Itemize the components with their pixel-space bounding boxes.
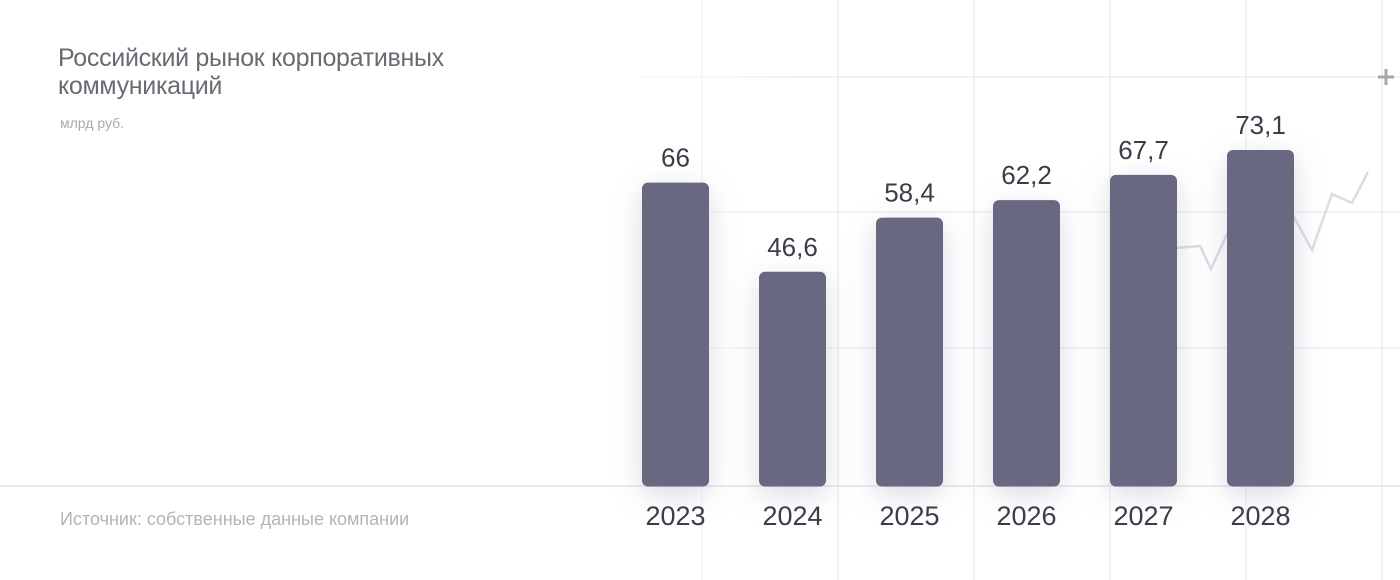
plus-icon — [1378, 69, 1394, 85]
x-tick-label-2025: 2025 — [879, 501, 939, 531]
value-label-2025: 58,4 — [884, 178, 935, 208]
chart-title: Российский рынок корпоративных коммуника… — [58, 44, 444, 100]
x-tick-label-2026: 2026 — [996, 501, 1056, 531]
bars: 66 2023 46,6 2024 58,4 2025 62,2 2026 67,7 2027 73… — [642, 110, 1294, 531]
bar-2023 — [642, 182, 709, 487]
bar-2026 — [993, 200, 1060, 487]
bar-2027 — [1110, 174, 1177, 487]
value-label-2026: 62,2 — [1001, 160, 1052, 190]
x-tick-label-2028: 2028 — [1230, 501, 1290, 531]
bar-2028 — [1227, 150, 1294, 487]
value-label-2024: 46,6 — [767, 232, 818, 262]
chart-source: Источник: собственные данные компании — [60, 509, 410, 529]
x-tick-label-2027: 2027 — [1113, 501, 1173, 531]
chart-unit: млрд руб. — [60, 115, 125, 131]
value-label-2028: 73,1 — [1235, 110, 1286, 140]
bar-2025 — [876, 217, 943, 487]
x-tick-label-2023: 2023 — [645, 501, 705, 531]
value-label-2023: 66 — [661, 143, 690, 173]
x-tick-label-2024: 2024 — [762, 501, 822, 531]
bar-2024 — [759, 271, 826, 487]
value-label-2027: 67,7 — [1118, 135, 1169, 165]
